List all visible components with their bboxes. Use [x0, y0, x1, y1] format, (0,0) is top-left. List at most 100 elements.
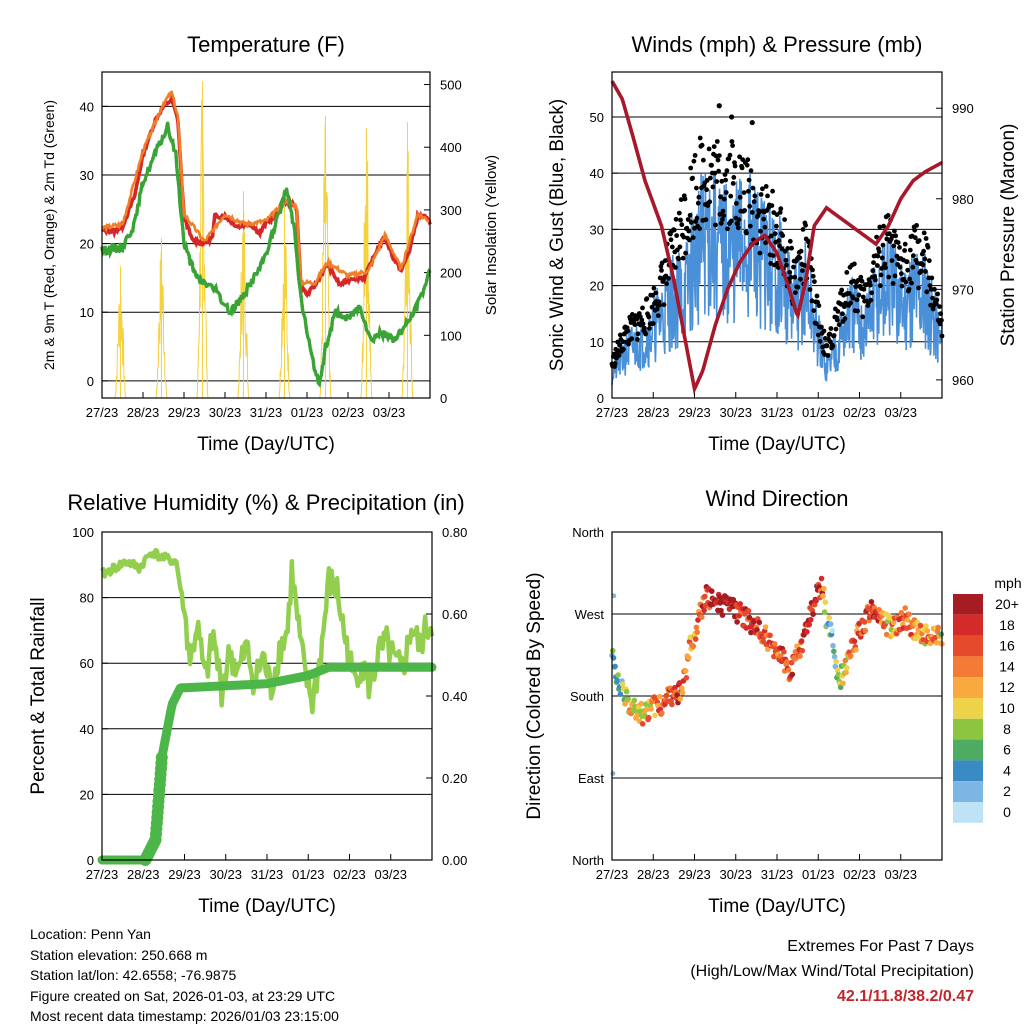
y-right-tick-label: 980 — [952, 192, 974, 207]
direction-point — [834, 667, 841, 674]
gust-point — [777, 243, 782, 249]
gust-point — [835, 309, 841, 314]
gust-point — [748, 168, 754, 174]
x-axis-label: Time (Day/UTC) — [197, 434, 335, 455]
gust-point — [724, 168, 730, 174]
direction-point — [843, 669, 849, 676]
direction-point — [702, 593, 708, 600]
gust-point — [664, 281, 669, 287]
gust-point — [891, 243, 897, 249]
gust-point — [920, 262, 926, 268]
gust-point — [797, 255, 803, 261]
gust-point — [902, 241, 908, 247]
direction-point — [655, 702, 661, 709]
direction-point — [904, 617, 911, 623]
legend-swatch — [953, 594, 983, 615]
y-tick-label: 20 — [590, 279, 604, 294]
x-tick-label: 29/23 — [168, 867, 201, 882]
gust-point — [712, 170, 718, 176]
direction-point — [924, 628, 931, 634]
gust-point — [834, 317, 840, 323]
gust-point — [681, 234, 687, 240]
gust-point — [686, 228, 692, 234]
direction-point — [785, 667, 792, 673]
gust-point — [789, 245, 794, 251]
gust-point — [711, 144, 717, 150]
direction-point — [798, 638, 805, 644]
gust-point — [803, 222, 808, 228]
direction-point — [806, 621, 812, 628]
y-right-tick-label: 0.40 — [442, 689, 467, 704]
gust-point — [890, 281, 896, 286]
gust-point — [932, 286, 937, 292]
gust-point — [910, 264, 916, 270]
direction-point — [820, 593, 826, 599]
direction-point — [682, 668, 689, 674]
gust-point — [770, 188, 775, 194]
direction-point — [669, 701, 675, 708]
direction-point — [734, 619, 740, 625]
gust-point — [674, 233, 680, 239]
direction-point — [833, 658, 839, 665]
gust-point — [763, 184, 769, 189]
direction-point — [672, 684, 678, 691]
gust-point — [756, 209, 762, 215]
gust-point — [827, 331, 833, 337]
temp-2m-line — [100, 91, 432, 299]
gust-point — [647, 326, 652, 331]
gust-point — [825, 353, 831, 358]
gust-point — [642, 325, 647, 331]
gust-point — [687, 237, 692, 243]
gust-point — [842, 316, 848, 322]
gust-point — [937, 321, 943, 327]
y-right-tick-label: 200 — [440, 266, 462, 281]
gust-point — [925, 244, 931, 250]
x-tick-label: 02/23 — [843, 405, 876, 420]
gust-point — [739, 165, 745, 171]
gust-point — [612, 361, 618, 366]
gust-point — [713, 222, 718, 228]
gust-point — [730, 181, 736, 186]
gust-point — [874, 263, 880, 268]
y-tick-label: South — [570, 689, 604, 704]
gust-point — [768, 261, 774, 266]
y-tick-label: 30 — [80, 168, 94, 183]
legend-swatch — [953, 718, 983, 740]
gust-point — [716, 168, 721, 174]
gust-point — [692, 153, 698, 158]
direction-point — [692, 636, 699, 642]
gust-point — [707, 199, 713, 205]
gust-point — [719, 178, 725, 184]
gust-point — [903, 279, 909, 285]
gust-point — [746, 188, 751, 194]
gust-point — [757, 250, 763, 256]
y-right-tick-label: 0.00 — [442, 853, 467, 868]
direction-points — [609, 575, 945, 776]
gust-point — [895, 240, 901, 246]
gust-point — [897, 264, 903, 270]
gust-point — [635, 331, 641, 337]
direction-point — [756, 619, 763, 626]
gust-point — [720, 208, 726, 214]
gust-point — [927, 283, 933, 288]
direction-point — [784, 659, 790, 665]
gust-point — [904, 259, 910, 265]
legend-label: 20+ — [995, 596, 1019, 612]
x-tick-label: 28/23 — [637, 867, 670, 882]
gust-point — [657, 302, 662, 308]
gust-point — [717, 211, 723, 217]
gust-points — [609, 103, 945, 369]
gust-point — [635, 337, 640, 342]
gust-point — [878, 283, 883, 289]
gust-point — [800, 268, 805, 273]
direction-point — [861, 619, 868, 625]
gust-point — [897, 245, 902, 250]
gust-point — [840, 311, 845, 317]
gust-point — [777, 210, 783, 215]
solar-spike — [155, 238, 168, 399]
gust-point — [744, 162, 750, 168]
y-right-tick-label: 500 — [440, 78, 462, 93]
direction-point — [694, 629, 700, 635]
gust-point — [912, 235, 918, 241]
